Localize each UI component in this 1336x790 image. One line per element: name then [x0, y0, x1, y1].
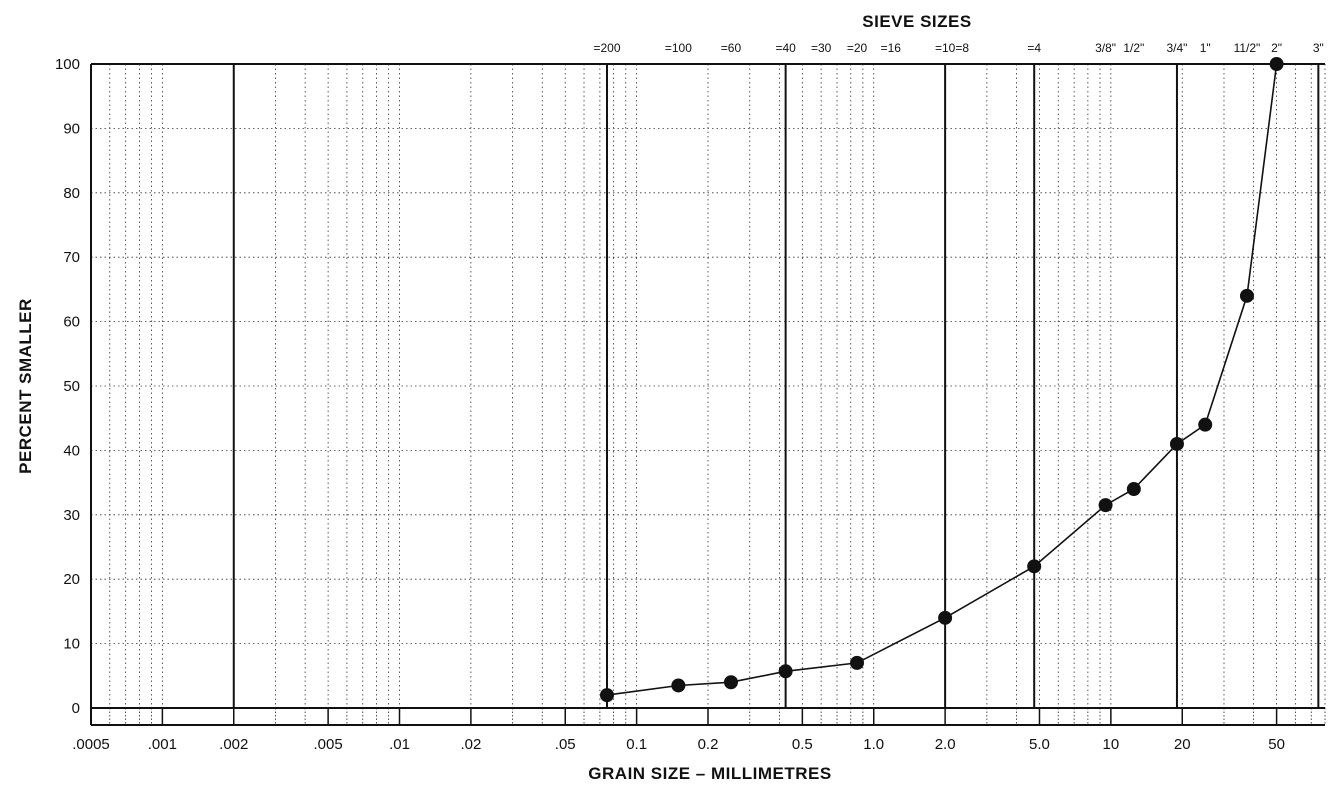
x-tick-label: .0005	[72, 736, 110, 753]
sieve-size-label: 1/2"	[1123, 41, 1144, 55]
sieve-size-label: =4	[1027, 41, 1041, 55]
sieve-size-label: 2"	[1271, 41, 1282, 55]
data-point	[938, 610, 953, 625]
x-tick-label: .02	[460, 736, 481, 753]
data-point	[723, 675, 738, 690]
sieve-size-label: 11/2"	[1234, 41, 1261, 55]
sieve-size-label: =8	[955, 41, 969, 55]
data-point	[1269, 57, 1284, 71]
x-tick-label: 1.0	[863, 736, 884, 753]
x-tick-label: .001	[148, 736, 177, 753]
data-point	[599, 688, 614, 703]
x-tick-label: 2.0	[935, 736, 956, 753]
sieve-size-label: =40	[775, 41, 796, 55]
x-tick-label: 50	[1268, 736, 1285, 753]
data-point	[1239, 288, 1254, 303]
data-point	[850, 655, 865, 670]
sieve-size-label: 3/4"	[1166, 41, 1187, 55]
x-tick-label: 10	[1103, 736, 1120, 753]
x-tick-label: .05	[555, 736, 576, 753]
data-point	[1126, 482, 1141, 497]
y-tick-label: 10	[63, 636, 80, 653]
y-tick-label: 70	[63, 249, 80, 266]
data-point	[778, 664, 793, 679]
sieve-size-label: =60	[721, 41, 742, 55]
grid-layer	[90, 64, 1326, 725]
data-layer	[599, 57, 1284, 703]
y-tick-label: 30	[63, 507, 80, 524]
sieve-size-label: =100	[665, 41, 692, 55]
sieve-size-label: =200	[593, 41, 620, 55]
x-tick-label: 0.2	[698, 736, 719, 753]
y-tick-label: 100	[55, 56, 80, 73]
data-point	[671, 678, 686, 693]
data-point	[1198, 417, 1213, 432]
data-point	[1098, 498, 1113, 513]
sieve-size-label: 3/8"	[1095, 41, 1116, 55]
x-tick-label: 0.1	[626, 736, 647, 753]
y-tick-label: 60	[63, 314, 80, 331]
y-axis-title: PERCENT SMALLER	[16, 298, 35, 474]
y-tick-label: 40	[63, 442, 80, 459]
y-tick-label: 80	[63, 185, 80, 202]
axis-layer: 0 10 20 30 40 50 60 70 80 90 100 .0005 .001 .002 .005.…	[55, 41, 1325, 753]
x-axis-title: GRAIN SIZE – MILLIMETRES	[588, 764, 831, 783]
data-point	[1027, 559, 1042, 574]
x-tick-label: 20	[1174, 736, 1191, 753]
chart-title: SIEVE SIZES	[862, 12, 971, 31]
y-tick-label: 50	[63, 378, 80, 395]
sieve-size-label: =16	[881, 41, 902, 55]
y-tick-label: 20	[63, 571, 80, 588]
sieve-size-label: 1"	[1200, 41, 1211, 55]
x-tick-label: .002	[219, 736, 248, 753]
sieve-size-label: 3"	[1313, 41, 1324, 55]
sieve-size-label: =20	[847, 41, 868, 55]
sieve-size-label: =30	[811, 41, 832, 55]
data-point	[1169, 436, 1184, 451]
y-tick-label: 0	[72, 700, 80, 717]
x-tick-label: 0.5	[792, 736, 813, 753]
y-tick-label: 90	[63, 120, 80, 137]
x-tick-label: .01	[389, 736, 410, 753]
sieve-size-label: =10	[935, 41, 956, 55]
x-tick-label: .005	[314, 736, 343, 753]
x-tick-label: 5.0	[1029, 736, 1050, 753]
